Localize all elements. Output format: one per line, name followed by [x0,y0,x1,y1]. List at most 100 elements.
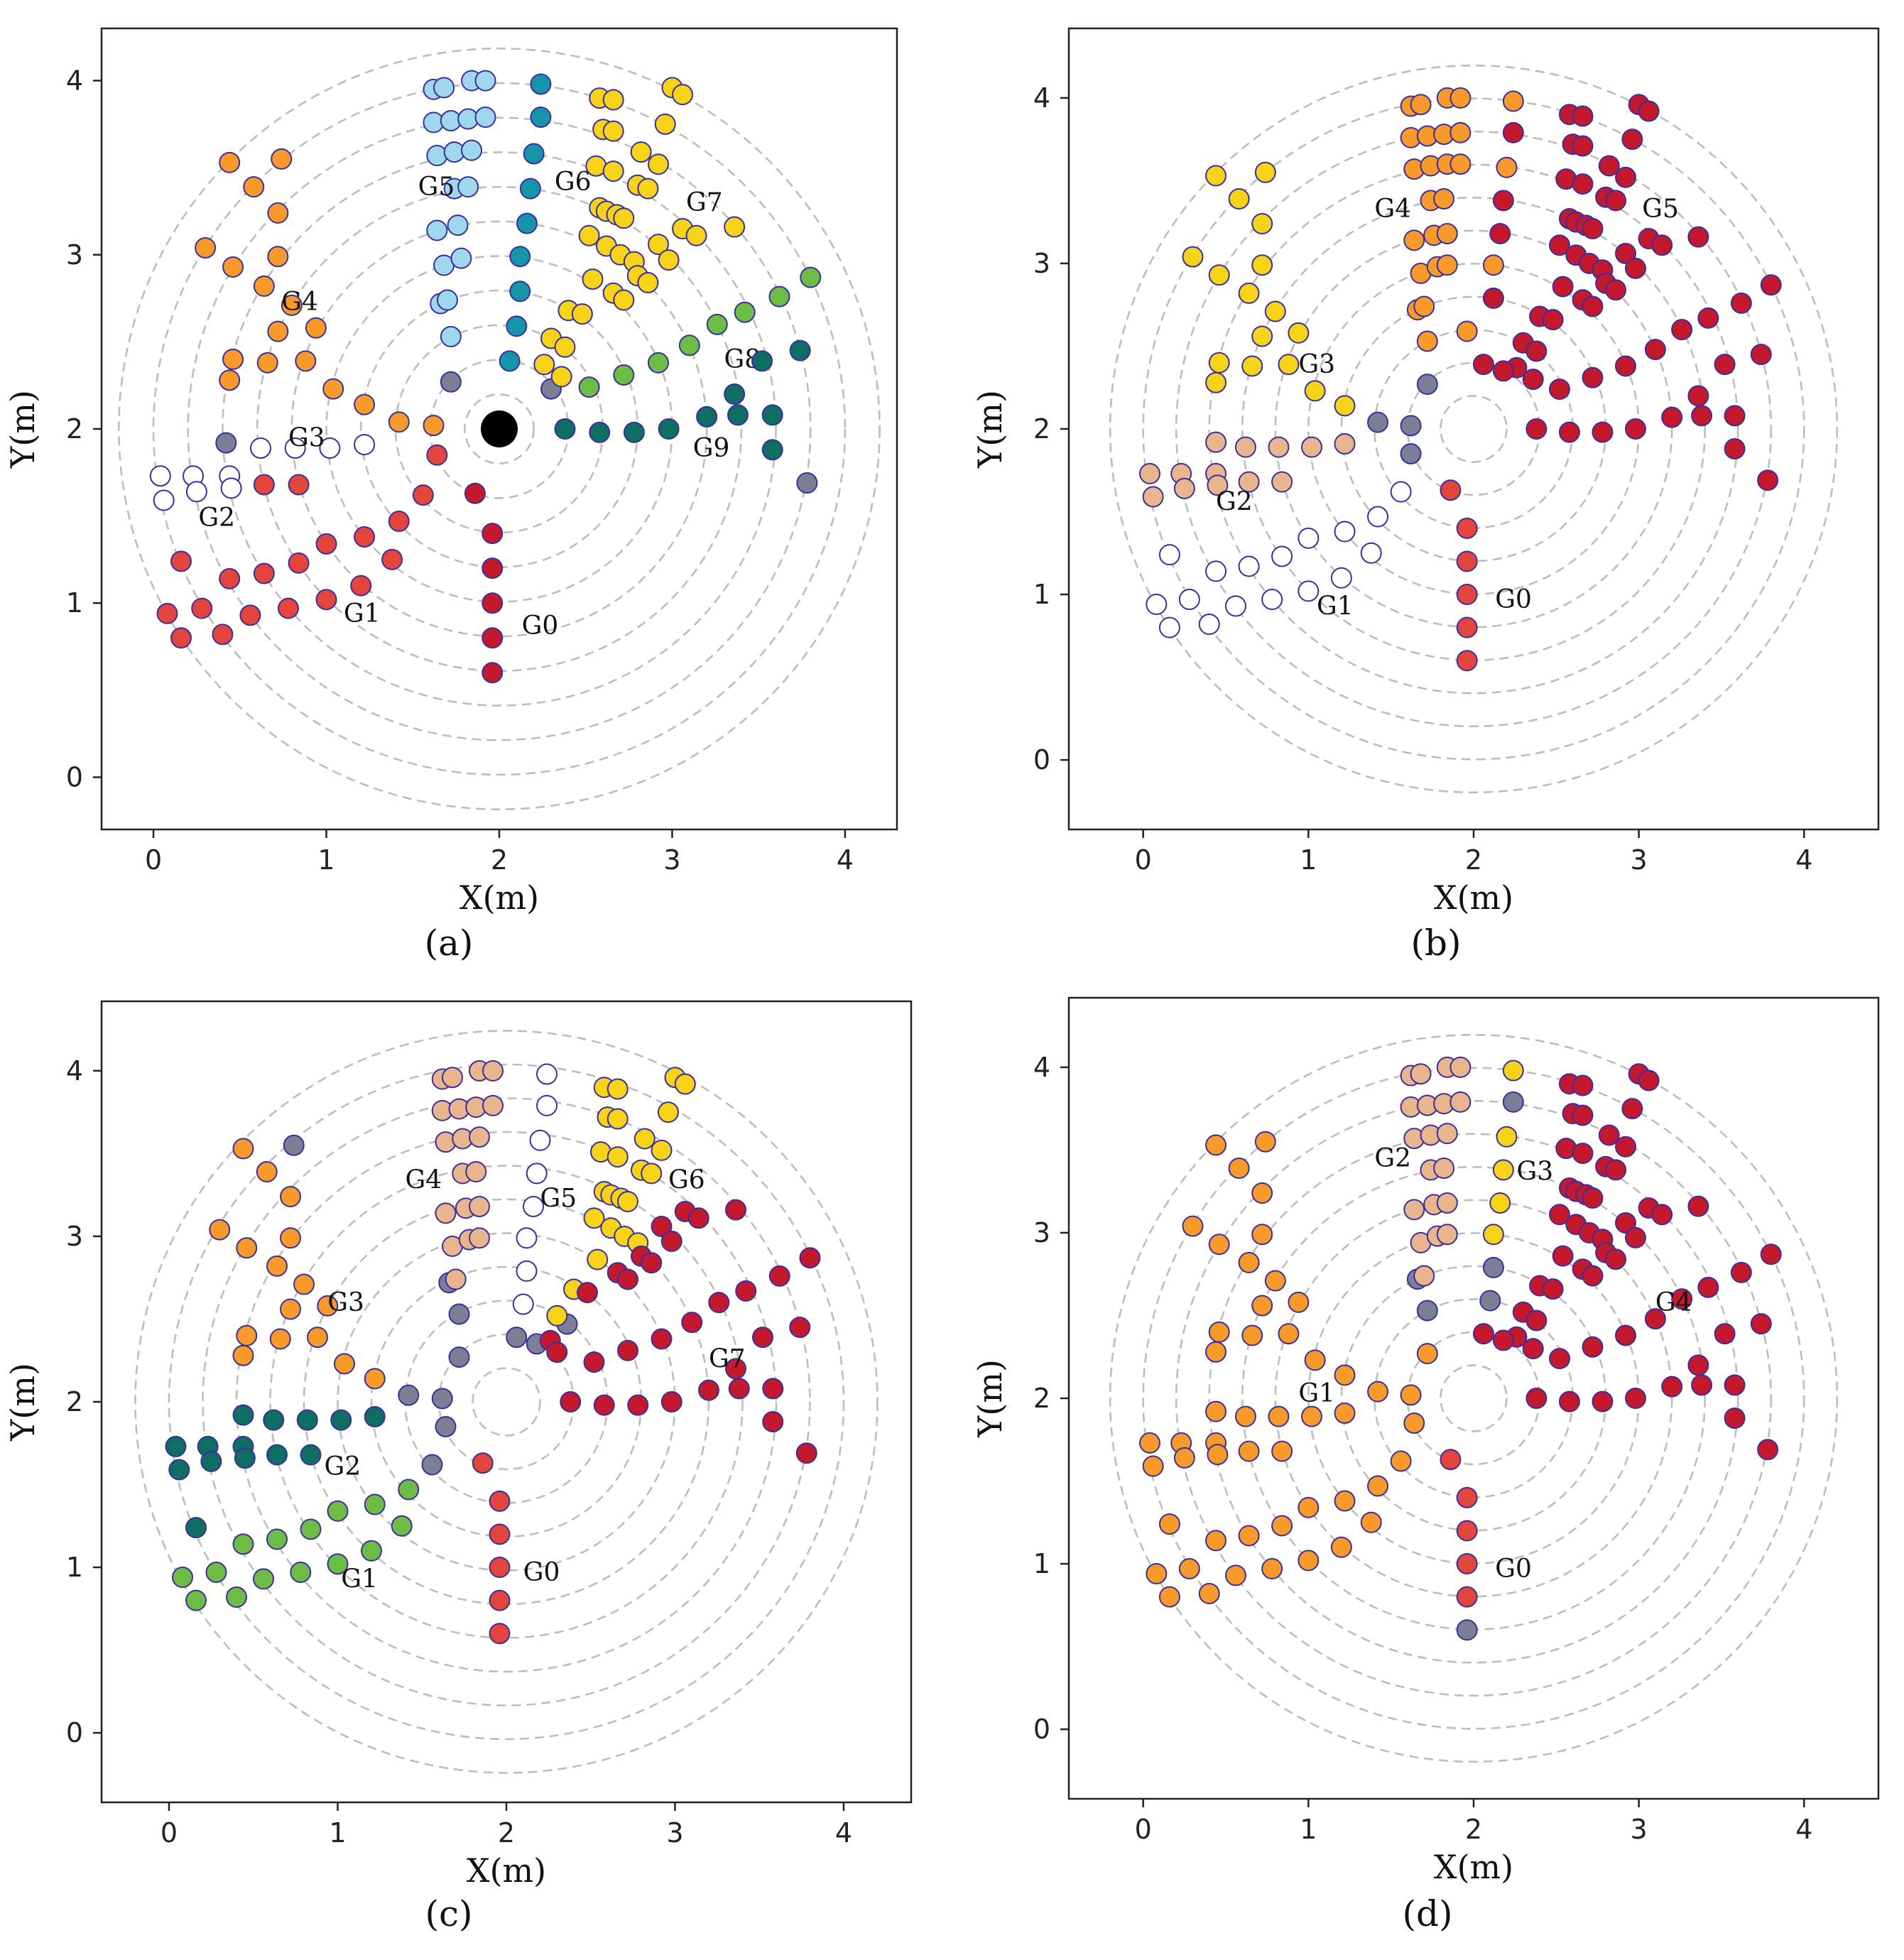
data-point [536,1063,557,1085]
data-point [1492,1329,1514,1351]
data-point [219,567,241,589]
data-point [209,1219,231,1241]
data-point [724,216,746,238]
data-point [1304,1349,1326,1371]
data-point [253,1568,274,1590]
data-point [648,352,669,374]
data-point [1644,1308,1666,1330]
data-point [1224,1564,1246,1586]
data-point [658,249,680,271]
data-point [1367,1475,1389,1497]
data-point [474,70,496,92]
data-point [516,212,538,234]
data-point [1278,354,1300,376]
data-point [1592,421,1614,443]
data-point [1456,1619,1478,1641]
group-g0 [1440,479,1478,672]
data-point [281,294,303,316]
data-point [789,339,811,361]
data-point [1264,1270,1286,1292]
y-axis-label: Y(m) [4,390,42,469]
group-g3 [1182,161,1356,417]
data-point [185,1589,207,1611]
data-point [1621,129,1643,151]
group-label: G2 [1374,1144,1411,1173]
ring [1175,130,1773,728]
data-point [412,484,434,506]
data-point [1456,616,1478,638]
data-point [1254,1131,1276,1153]
data-point [1241,1324,1263,1346]
data-point [1178,589,1200,611]
data-point [1456,1586,1478,1608]
data-point [319,437,341,459]
data-point [1750,344,1772,366]
data-point [526,1163,548,1185]
data-point [474,107,496,129]
data-point [1760,274,1782,296]
data-point [685,224,707,246]
data-point [1525,1388,1547,1409]
data-point [1558,1390,1580,1412]
data-point [266,1528,288,1550]
group-g5 [423,70,496,348]
data-point [762,1410,784,1432]
ring [1109,64,1839,794]
data-point [1208,1321,1230,1343]
data-point [1625,1388,1646,1409]
data-point [284,437,306,459]
ring [1274,229,1673,628]
x-tick-label: 3 [666,1817,683,1849]
y-tick-label: 4 [1033,1052,1050,1083]
y-axis-label: Y(m) [971,390,1009,469]
data-point [1615,1136,1637,1158]
data-point [1440,479,1462,501]
data-point [602,160,624,183]
data-point [1238,282,1260,304]
data-point [364,1368,386,1390]
data-point [1687,1354,1709,1376]
ring-grid [118,48,881,810]
plot-frame [1067,996,1880,1800]
data-point [1198,1583,1220,1605]
data-point [1697,307,1719,329]
y-tick-label: 4 [1033,82,1050,114]
data-point [266,1255,288,1277]
data-point [482,523,504,545]
data-point [1208,264,1230,286]
data-point [236,1324,258,1346]
data-point [1598,155,1620,177]
data-point [1207,474,1229,496]
data-point [1582,1265,1604,1287]
data-point [1552,276,1574,298]
y-tick-label: 4 [66,1055,83,1087]
data-point [1251,325,1273,347]
data-point [1572,173,1594,195]
data-point [696,405,718,428]
y-tick-label: 2 [1033,413,1050,445]
ring [290,220,708,638]
data-point [300,1518,322,1540]
data-point [654,113,676,135]
data-point [1390,481,1412,503]
data-point [436,289,458,311]
data-point [296,1409,318,1431]
data-point [1271,471,1293,493]
data-point [651,1215,673,1237]
data-point [593,1394,615,1416]
y-tick-label: 1 [1033,579,1050,610]
data-point [435,1202,457,1224]
data-point [1173,1447,1195,1469]
data-point [1360,542,1382,564]
data-point [1298,1496,1320,1518]
data-point [288,552,310,574]
data-point [1492,190,1514,212]
group-g4 [431,1060,504,1290]
data-point [489,1589,511,1611]
data-point [1757,469,1779,491]
data-point [1410,94,1432,116]
data-point [1724,437,1746,459]
group-g1 [172,1479,420,1611]
data-point [1482,1224,1504,1246]
data-point [156,602,178,624]
